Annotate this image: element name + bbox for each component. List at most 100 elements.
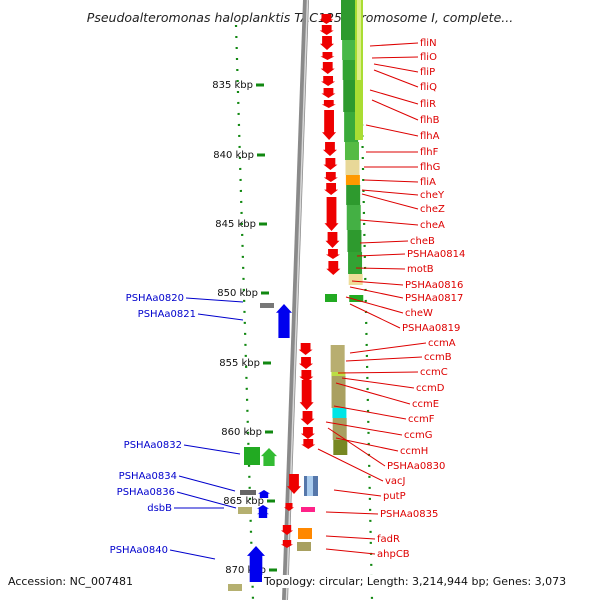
forward-gene-arrow[interactable] (323, 158, 338, 170)
forward-gene-label[interactable]: flhA (420, 131, 440, 142)
kbp-tick-label: 845 kbp (215, 219, 256, 230)
forward-gene-label[interactable]: fliN (420, 38, 437, 49)
forward-gene-arrow[interactable] (325, 232, 340, 248)
forward-gene-label[interactable]: ccmH (400, 446, 428, 457)
forward-label-leader (345, 296, 404, 314)
track-dotted-line-right (358, 24, 374, 600)
forward-gene-label[interactable]: putP (383, 491, 406, 502)
forward-gene-arrow[interactable] (320, 62, 335, 74)
forward-gene-label[interactable]: PSHAa0835 (380, 509, 438, 520)
reverse-gene-label[interactable]: PSHAa0836 (117, 487, 175, 498)
forward-gene-arrow[interactable] (322, 110, 337, 140)
forward-gene-arrow[interactable] (321, 76, 336, 86)
forward-gene-label[interactable]: cheY (420, 190, 445, 201)
cog-block (333, 440, 348, 455)
reverse-gene-label[interactable]: PSHAa0840 (110, 545, 168, 556)
forward-gene-label[interactable]: PSHAa0814 (407, 249, 465, 260)
forward-gene-arrow[interactable] (298, 343, 313, 355)
forward-gene-arrow[interactable] (323, 172, 338, 182)
forward-gene-label[interactable]: PSHAa0816 (405, 280, 463, 291)
forward-gene-label[interactable]: ccmC (420, 367, 448, 378)
forward-gene-arrow[interactable] (299, 370, 314, 382)
cog-block (348, 252, 363, 274)
forward-label-leader (349, 342, 427, 354)
forward-label-leader (325, 511, 379, 515)
forward-gene-arrow[interactable] (300, 427, 315, 439)
forward-gene-label[interactable]: ccmB (424, 352, 452, 363)
reverse-gene-arrow[interactable] (247, 546, 265, 582)
reverse-gene-label[interactable]: dsbB (147, 503, 172, 514)
forward-gene-label[interactable]: cheZ (420, 204, 445, 215)
forward-gene-label[interactable]: flhB (420, 115, 440, 126)
reverse-gene-label[interactable]: PSHAa0832 (124, 440, 182, 451)
reverse-gene-arrow[interactable] (257, 505, 269, 513)
forward-gene-label[interactable]: flhG (420, 162, 440, 173)
feature-block-olive (297, 542, 311, 551)
forward-label-leader (333, 405, 407, 420)
reverse-gene-block-gray (260, 303, 274, 308)
forward-label-leader (355, 267, 406, 270)
forward-gene-arrow[interactable] (299, 380, 314, 410)
forward-gene-label[interactable]: ccmA (428, 338, 456, 349)
forward-gene-label[interactable]: fliA (420, 177, 436, 188)
forward-gene-arrow[interactable] (321, 88, 336, 98)
forward-gene-label[interactable]: cheA (420, 220, 445, 231)
forward-gene-label[interactable]: fadR (377, 534, 400, 545)
forward-gene-label[interactable]: PSHAa0819 (402, 323, 460, 334)
feature-block-orange (298, 528, 312, 539)
reverse-gene-arrow[interactable] (257, 511, 269, 518)
forward-label-leader (327, 427, 386, 467)
reverse-gene-arrow[interactable] (276, 304, 292, 338)
forward-gene-arrow[interactable] (326, 261, 341, 275)
map-title: Pseudoalteromonas haloplanktis TAC125 ch… (86, 10, 514, 25)
reverse-gene-arrow[interactable] (258, 490, 270, 498)
forward-gene-label[interactable]: ahpCB (377, 549, 410, 560)
reverse-gene-label[interactable]: PSHAa0834 (119, 471, 177, 482)
forward-gene-label[interactable]: ccmE (412, 399, 439, 410)
forward-gene-arrow[interactable] (320, 36, 335, 50)
forward-gene-arrow[interactable] (298, 357, 313, 369)
forward-gene-label[interactable]: motB (407, 264, 434, 275)
forward-label-leader (349, 286, 404, 299)
forward-label-leader (359, 240, 409, 244)
forward-label-leader (373, 69, 419, 88)
forward-gene-arrow[interactable] (325, 249, 340, 259)
cog-block (344, 142, 359, 160)
forward-gene-arrow[interactable] (284, 503, 294, 511)
forward-gene-label[interactable]: cheW (405, 308, 433, 319)
forward-gene-arrow[interactable] (324, 183, 339, 195)
cog-strip-pale (357, 0, 361, 80)
forward-gene-arrow[interactable] (319, 14, 334, 24)
cog-block (345, 160, 360, 175)
forward-gene-arrow[interactable] (281, 525, 293, 535)
reverse-gene-label[interactable]: PSHAa0821 (138, 309, 196, 320)
forward-gene-arrow[interactable] (324, 197, 339, 231)
forward-gene-arrow[interactable] (300, 411, 315, 425)
forward-gene-label[interactable]: fliP (420, 67, 435, 78)
forward-gene-arrow[interactable] (301, 439, 316, 449)
forward-gene-label[interactable]: vacJ (385, 476, 406, 487)
forward-gene-arrow[interactable] (287, 474, 301, 494)
forward-gene-arrow[interactable] (281, 540, 293, 548)
forward-gene-label[interactable]: fliR (420, 99, 436, 110)
forward-gene-label[interactable]: PSHAa0830 (387, 461, 445, 472)
forward-gene-label[interactable]: flhF (420, 147, 439, 158)
feature-block-magenta (301, 507, 315, 512)
cog-block (346, 205, 361, 230)
forward-gene-arrow[interactable] (322, 142, 337, 156)
cog-block (348, 274, 363, 285)
reverse-gene-arrow[interactable] (261, 448, 277, 466)
forward-gene-label[interactable]: cheB (410, 236, 435, 247)
forward-gene-label[interactable]: ccmG (404, 430, 433, 441)
forward-gene-arrow[interactable] (319, 25, 334, 35)
forward-gene-label[interactable]: ccmF (408, 414, 435, 425)
forward-gene-label[interactable]: fliQ (420, 82, 437, 93)
forward-gene-arrow[interactable] (320, 52, 335, 60)
forward-gene-label[interactable]: fliO (420, 52, 437, 63)
forward-label-leader (371, 56, 419, 59)
forward-gene-label[interactable]: PSHAa0817 (405, 293, 463, 304)
reverse-gene-label[interactable]: PSHAa0820 (126, 293, 184, 304)
forward-gene-label[interactable]: ccmD (416, 383, 445, 394)
forward-gene-arrow[interactable] (321, 100, 336, 108)
